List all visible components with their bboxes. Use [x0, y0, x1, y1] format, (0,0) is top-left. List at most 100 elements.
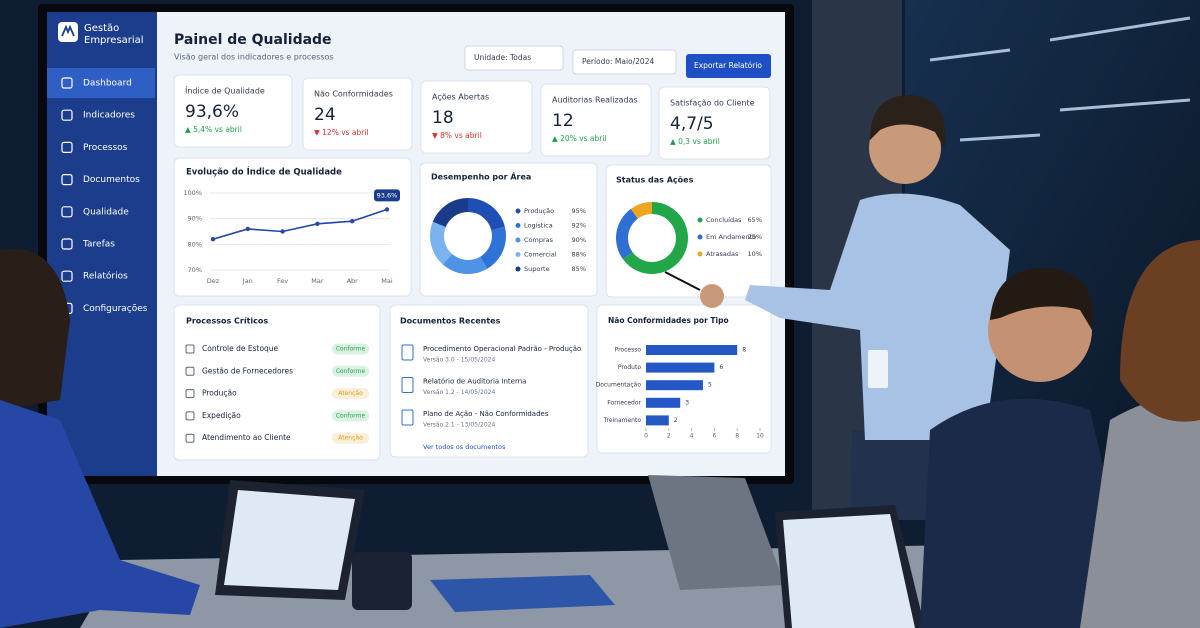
y-tick-label: Treinamento — [603, 417, 642, 424]
value-label: 8 — [742, 347, 746, 354]
menu-item[interactable]: Documentos — [83, 175, 140, 185]
kpi-value: 93,6% — [185, 102, 239, 122]
status-text: Atenção — [338, 390, 363, 397]
page-title: Painel de Qualidade — [174, 32, 332, 48]
legend-swatch — [697, 217, 703, 223]
bar — [646, 380, 703, 391]
value-label-bg — [374, 189, 400, 202]
period-filter: Período: Maio/2024 — [582, 57, 654, 66]
process-icon — [185, 344, 195, 354]
ceiling-light — [1059, 98, 1191, 112]
process-name: Produção — [202, 389, 237, 398]
donut-segment — [442, 253, 488, 275]
kpi-delta: ▼ 12% vs abril — [314, 128, 369, 137]
clipboard — [430, 575, 615, 612]
export-button-label: Exportar Relatório — [694, 61, 762, 70]
bar — [646, 362, 715, 373]
document-title[interactable]: Relatório de Auditoria Interna — [423, 378, 526, 386]
donut-segment — [480, 226, 506, 269]
x-tick-label: Mar — [311, 277, 324, 285]
legend-label: Suporte — [524, 265, 550, 273]
card — [173, 74, 293, 148]
line-point — [384, 207, 390, 212]
kpi-delta: ▲ 0,3 vs abril — [670, 137, 720, 146]
chart-title: Status das Ações — [616, 176, 694, 185]
legend-label: Em Andamento — [706, 233, 756, 241]
card-title: Processos Críticos — [186, 317, 268, 326]
card-title: Documentos Recentes — [400, 317, 501, 326]
value-label: 65% — [748, 216, 762, 224]
woman-right-body — [1080, 397, 1200, 628]
x-tick-label: Jan — [242, 277, 253, 285]
card — [540, 83, 652, 157]
menu-item[interactable]: Configurações — [83, 304, 148, 314]
donut-segment — [622, 202, 689, 274]
y-tick-label: 90% — [188, 215, 202, 223]
menu-item[interactable]: Tarefas — [82, 240, 115, 250]
status-text: Conforme — [336, 346, 366, 353]
legend-swatch — [515, 237, 521, 243]
legend-swatch — [697, 234, 703, 240]
presenter-hair — [870, 95, 946, 150]
x-tick-label: Fev — [277, 277, 288, 285]
menu-item[interactable]: Qualidade — [83, 207, 129, 217]
kpi-delta: ▲ 20% vs abril — [552, 134, 607, 143]
menu-item[interactable]: Processos — [83, 143, 128, 153]
man-right-body — [920, 398, 1140, 628]
kpi-value: 12 — [552, 111, 574, 131]
y-tick-label: Produto — [618, 364, 641, 371]
menu-item[interactable]: Dashboard — [83, 79, 132, 89]
period-dropdown[interactable] — [572, 49, 677, 75]
document-title[interactable]: Procedimento Operacional Padrão - Produç… — [423, 345, 581, 353]
line-point — [210, 237, 216, 242]
export-button[interactable] — [686, 54, 771, 78]
process-name: Gestão de Fornecedores — [202, 366, 293, 375]
value-label: 85% — [572, 265, 586, 273]
menu-icon — [61, 270, 73, 282]
value-label: 90% — [572, 236, 586, 244]
card — [419, 162, 598, 297]
y-tick-label: Fornecedor — [607, 399, 641, 406]
menu-item[interactable]: Relatórios — [83, 271, 128, 282]
value-label: 95% — [572, 207, 586, 215]
line-point — [245, 226, 250, 232]
ceiling-light — [1049, 16, 1191, 42]
status-badge — [332, 388, 369, 400]
donut-segment — [468, 198, 505, 231]
y-tick-label: 70% — [188, 266, 202, 274]
x-tick-label: 8 — [735, 433, 739, 440]
unit-dropdown[interactable] — [464, 45, 564, 71]
chart-title: Não Conformidades por Tipo — [608, 316, 729, 325]
ceiling-light — [959, 133, 1041, 142]
document-version: Versão 3.0 - 15/05/2024 — [423, 357, 495, 364]
value-label: 2 — [674, 417, 678, 424]
document-icon — [401, 377, 414, 393]
donut-segment — [630, 202, 652, 219]
woman-right-hair — [1120, 240, 1200, 422]
kpi-label: Índice de Qualidade — [185, 85, 265, 96]
kpi-delta: ▼ 8% vs abril — [432, 131, 482, 140]
documents-link[interactable]: Ver todos os documentos — [423, 443, 506, 451]
menu-icon — [61, 206, 73, 218]
legend-label: Concluídas — [706, 216, 742, 224]
kpi-label: Satisfação do Cliente — [670, 99, 755, 108]
brand-name: Gestão — [84, 23, 119, 34]
menu-icon — [61, 77, 73, 89]
woman-left-hair — [0, 248, 70, 410]
status-badge — [332, 365, 369, 377]
card — [173, 157, 412, 297]
document-icon — [401, 409, 414, 426]
brand-logo-mark — [61, 24, 75, 37]
kpi-delta: ▲ 5,4% vs abril — [185, 125, 242, 134]
legend-label: Comercial — [524, 251, 557, 259]
menu-item[interactable]: Indicadores — [83, 111, 135, 121]
legend-label: Compras — [524, 236, 554, 244]
x-tick-label: 4 — [690, 433, 694, 440]
document-title[interactable]: Plano de Ação - Não Conformidades — [423, 410, 549, 418]
menu-icon — [61, 141, 73, 153]
process-icon — [185, 366, 195, 376]
value-label: 6 — [719, 364, 723, 371]
presenter-head — [869, 112, 941, 184]
card — [389, 304, 589, 458]
